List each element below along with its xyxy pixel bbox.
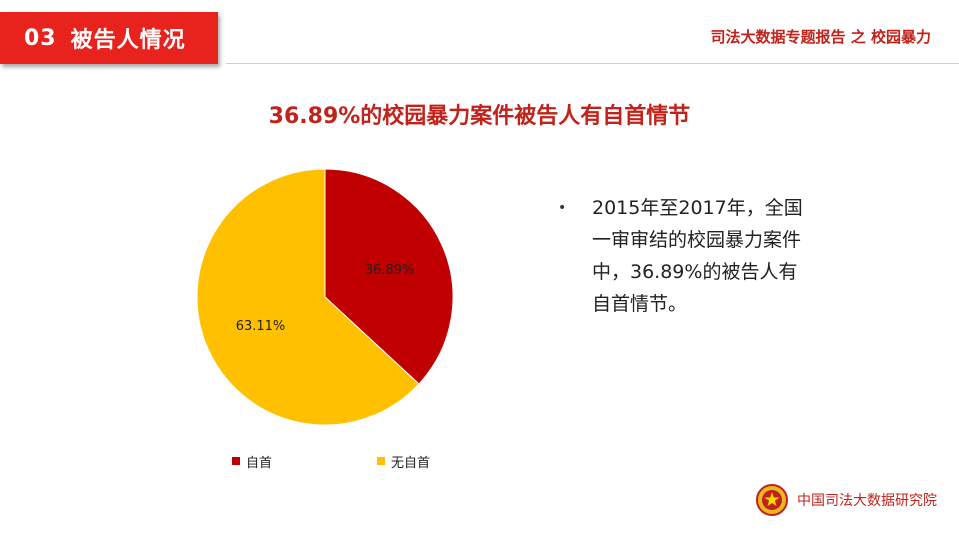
bullet-dot-icon: • — [558, 200, 567, 216]
pie-slice-no-self-surrender — [196, 168, 420, 426]
footer-org: 中国司法大数据研究院 — [755, 483, 937, 517]
legend-item-no-self-surrender: 无自首 — [377, 452, 431, 471]
pie-label-no-self-surrender: 63.11% — [236, 319, 286, 334]
section-number: 03 — [24, 25, 57, 51]
section-title: 被告人情况 — [70, 28, 186, 53]
pie-slice-self-surrender — [324, 168, 454, 385]
org-name: 中国司法大数据研究院 — [797, 493, 937, 509]
bullet-point: • 2015年至2017年，全国一审审结的校园暴力案件中，36.89%的被告人有… — [558, 192, 810, 320]
page-headline: 36.89%的校园暴力案件被告人有自首情节 — [268, 104, 691, 129]
report-title: 司法大数据专题报告 之 校园暴力 — [710, 28, 931, 46]
legend-swatch-self-surrender — [232, 457, 240, 465]
pie-label-self-surrender: 36.89% — [365, 263, 415, 278]
bullet-text: 2015年至2017年，全国一审审结的校园暴力案件中，36.89%的被告人有自首… — [592, 197, 803, 315]
legend-label-self-surrender: 自首 — [246, 455, 273, 471]
legend-swatch-no-self-surrender — [377, 457, 385, 465]
header-divider — [226, 63, 959, 64]
pie-chart: 36.89% 63.11% — [196, 168, 454, 426]
legend-item-self-surrender: 自首 — [232, 452, 273, 471]
national-emblem-icon — [756, 484, 788, 516]
legend-label-no-self-surrender: 无自首 — [391, 455, 431, 471]
section-tab: 03 被告人情况 — [0, 12, 218, 64]
